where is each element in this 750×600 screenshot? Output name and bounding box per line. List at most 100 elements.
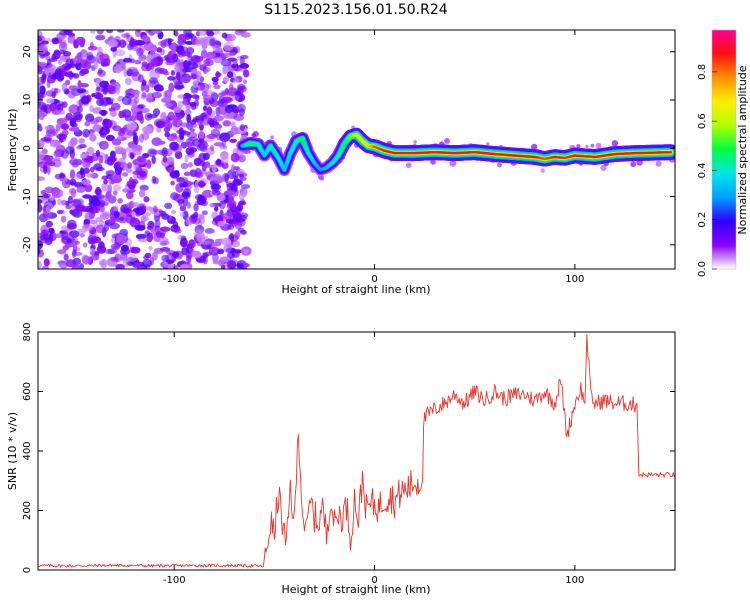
noise-blob	[112, 190, 118, 196]
noise-blob	[157, 140, 166, 145]
noise-blob	[91, 93, 96, 98]
noise-blob	[112, 184, 122, 191]
noise-blob	[40, 238, 48, 244]
noise-blob	[126, 191, 134, 200]
noise-blob	[221, 138, 227, 148]
noise-blob	[46, 164, 51, 175]
noise-blob	[78, 138, 85, 144]
noise-blob	[117, 198, 123, 204]
noise-blob	[145, 93, 154, 103]
noise-blob	[93, 92, 102, 100]
noise-blob	[136, 170, 146, 176]
noise-blob	[190, 73, 197, 80]
noise-blob	[137, 104, 145, 109]
track-halo	[611, 140, 619, 147]
noise-blob	[118, 110, 123, 119]
noise-blob	[167, 111, 175, 121]
noise-blob	[170, 42, 177, 53]
x-tick-label: 100	[565, 274, 584, 285]
noise-blob	[98, 68, 103, 75]
snr-y-ticks: 0 200 400 600 800	[22, 322, 675, 573]
noise-blob	[128, 68, 133, 76]
noise-blob	[230, 121, 236, 128]
noise-blob	[38, 260, 42, 269]
noise-blob	[190, 119, 197, 125]
noise-blob	[171, 209, 176, 214]
noise-blob	[152, 108, 161, 117]
noise-blob	[105, 190, 112, 200]
noise-blob	[213, 176, 225, 184]
noise-blob	[38, 110, 46, 121]
noise-blob	[144, 230, 150, 237]
noise-blob	[95, 150, 101, 157]
noise-blob	[165, 259, 175, 265]
track-halo	[600, 164, 607, 172]
noise-blob	[106, 155, 115, 166]
spectrogram-x-axis-label: Height of straight line (km)	[281, 283, 430, 296]
noise-blob	[170, 180, 175, 186]
noise-blob	[151, 91, 162, 99]
noise-blob	[206, 133, 218, 140]
noise-blob	[173, 30, 179, 37]
noise-blob	[162, 156, 168, 163]
noise-blob	[99, 53, 110, 62]
noise-blob	[238, 201, 247, 206]
track-halo	[636, 159, 643, 166]
noise-blob	[149, 77, 158, 84]
noise-blob	[153, 84, 164, 92]
noise-blob	[130, 215, 136, 224]
noise-blob	[56, 117, 68, 126]
noise-blob	[151, 155, 156, 165]
noise-blob	[61, 230, 69, 241]
noise-blob	[65, 146, 75, 155]
noise-blob	[231, 209, 240, 217]
noise-blob	[129, 246, 136, 254]
noise-blob	[61, 123, 69, 131]
noise-blob	[65, 112, 73, 121]
noise-blob	[39, 62, 47, 67]
noise-blob	[179, 205, 187, 212]
noise-blob	[79, 233, 86, 238]
y-tick-label: 0	[22, 145, 33, 151]
y-tick-label: -10	[22, 188, 33, 204]
noise-blob	[61, 82, 68, 93]
noise-blob	[38, 44, 48, 55]
noise-blob	[115, 263, 125, 269]
noise-blob	[127, 261, 135, 266]
noise-blob	[115, 148, 125, 155]
noise-blob	[52, 158, 62, 168]
noise-blob	[56, 249, 67, 255]
noise-blob	[69, 230, 80, 238]
noise-blob	[99, 126, 110, 135]
noise-blob	[101, 182, 109, 192]
noise-blob	[54, 157, 61, 162]
noise-blob	[156, 47, 163, 53]
noise-blob	[165, 96, 171, 103]
noise-blob	[46, 98, 55, 104]
noise-blob	[137, 74, 145, 83]
noise-blob	[206, 30, 214, 35]
noise-blob	[130, 89, 141, 96]
noise-blob	[174, 264, 179, 269]
noise-blob	[129, 177, 134, 186]
noise-blob	[87, 45, 98, 51]
x-tick-label: 100	[565, 575, 584, 586]
spectrogram-y-ticks: -20 -10 0 10 20	[22, 45, 675, 253]
noise-blob	[209, 118, 215, 128]
noise-blob	[38, 139, 45, 149]
y-tick-label: -20	[22, 237, 33, 253]
noise-blob	[53, 150, 60, 158]
snr-series-line	[38, 333, 675, 568]
noise-blob	[136, 155, 146, 163]
noise-blob	[38, 203, 43, 213]
noise-blob	[44, 258, 50, 266]
noise-blob	[164, 202, 173, 209]
noise-blob	[66, 238, 72, 243]
noise-blob	[179, 122, 190, 128]
spectrogram-axes-frame	[37, 29, 676, 270]
noise-blob	[209, 38, 216, 47]
noise-blob	[194, 181, 200, 188]
noise-blob	[141, 64, 149, 72]
noise-blob	[96, 245, 107, 254]
